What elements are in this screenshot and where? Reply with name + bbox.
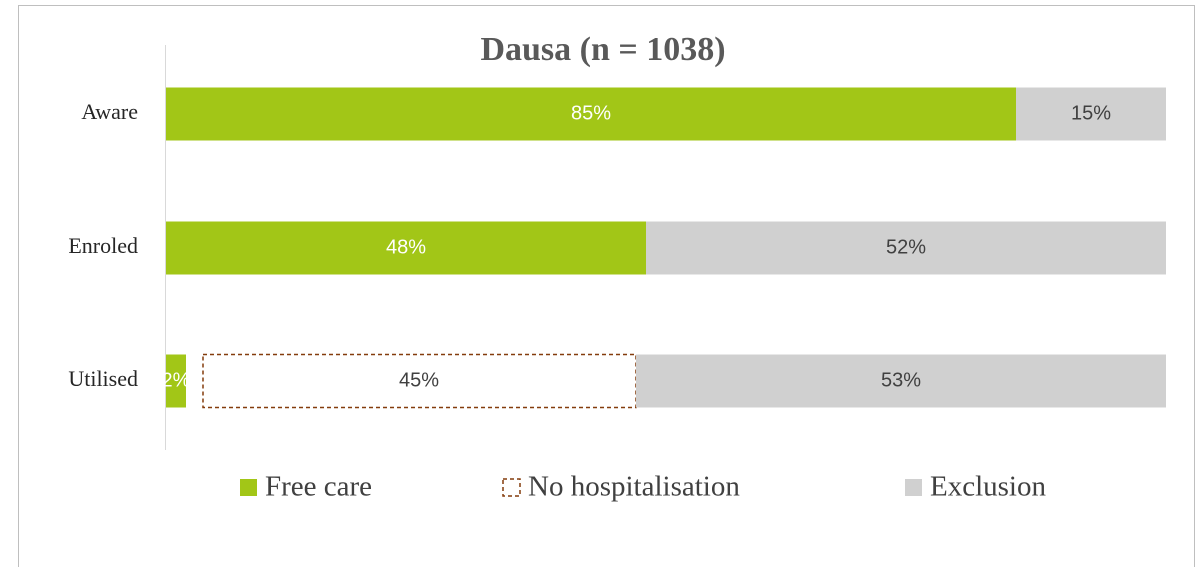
legend-swatch [502,478,521,497]
data-label: 2% [162,369,191,391]
legend-label: Free care [265,471,372,503]
data-label: 53% [881,369,921,391]
bar-segment [646,221,1166,275]
data-label: 15% [1071,102,1111,124]
bar-segment [1016,87,1166,141]
category-label: Enroled [68,233,138,258]
bar-segment [166,87,1016,141]
data-label: 45% [399,369,439,391]
category-label: Utilised [68,366,138,391]
data-label: 52% [886,236,926,258]
legend-label: Exclusion [930,471,1046,503]
data-label: 85% [571,102,611,124]
legend-swatch [240,479,257,496]
bar-segment [166,221,646,275]
legend-label: No hospitalisation [528,471,740,503]
bar-segment [636,354,1166,408]
bar-segment [166,354,186,408]
legend-swatch [905,479,922,496]
category-label: Aware [81,99,138,124]
data-label: 48% [386,236,426,258]
chart-frame [18,5,1195,567]
chart-title: Dausa (n = 1038) [480,31,725,68]
bar-segment [202,353,637,409]
